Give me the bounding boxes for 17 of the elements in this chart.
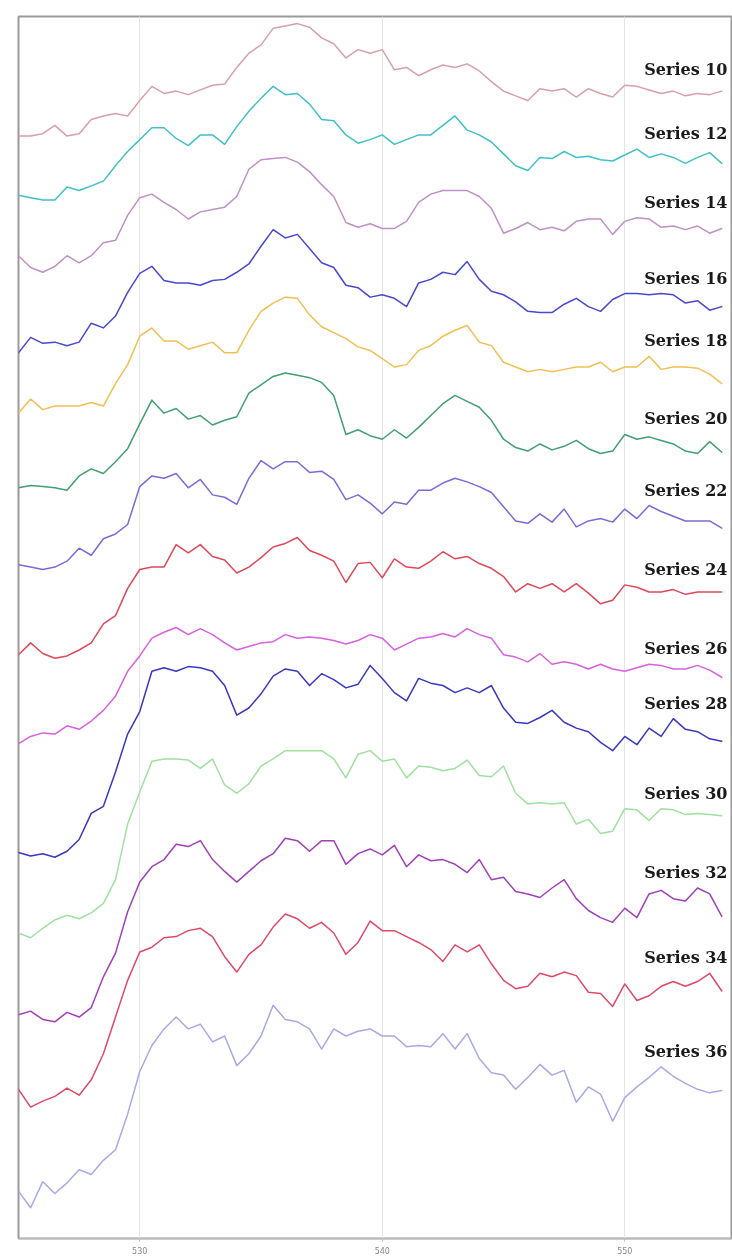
series-label: Series 12 [644, 124, 728, 144]
x-tick-label: 550 [617, 1246, 633, 1256]
series-label: Series 18 [644, 331, 728, 351]
series-label: Series 22 [644, 480, 728, 500]
series-label: Series 26 [644, 639, 728, 659]
series-label: Series 30 [644, 783, 728, 803]
series-label: Series 34 [644, 948, 728, 968]
series-label: Series 32 [644, 863, 728, 882]
x-tick-label: 540 [374, 1246, 390, 1256]
series-label: Series 28 [644, 693, 728, 713]
series-label: Series 24 [644, 559, 728, 579]
series-label: Series 36 [644, 1041, 728, 1061]
series-label: Series 10 [644, 60, 728, 80]
x-tick-label: 530 [132, 1246, 148, 1256]
series-label: Series 14 [644, 192, 728, 212]
series-label: Series 20 [644, 409, 728, 429]
series-label: Series 16 [644, 268, 728, 288]
